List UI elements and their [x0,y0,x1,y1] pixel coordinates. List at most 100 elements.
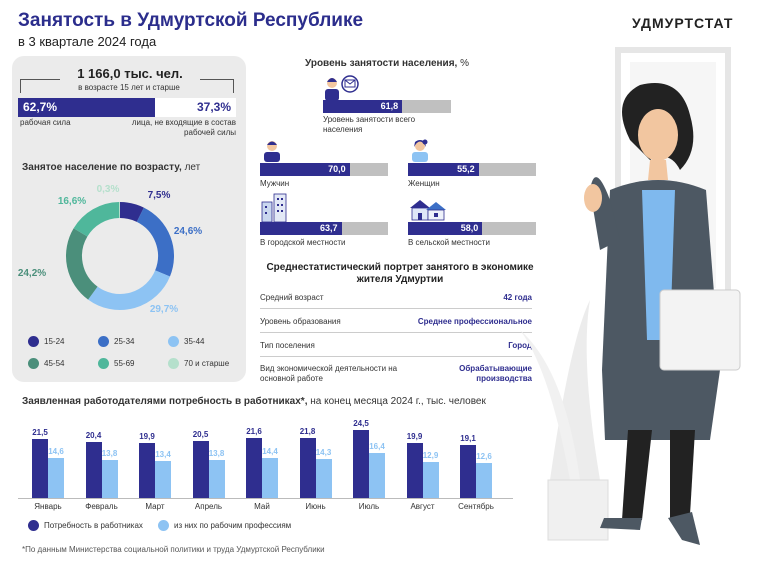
need-bar-label: 12,9 [422,451,439,461]
need-bar-label: 21,6 [246,427,262,437]
page-title: Занятость в Удмуртской Республике [18,10,364,31]
employment-label-rural: В сельской местности [408,238,490,247]
donut-slice-25-34 [136,207,174,277]
need-bar-label: 13,4 [155,450,171,460]
portrait-key: Вид экономической деятельности на основн… [260,364,398,383]
legend-dot [168,336,179,347]
employment-fill-total: 61,8 [323,100,403,113]
employment-label-men: Мужчин [260,179,290,188]
donut-label: 29,7% [150,304,178,315]
need-month-label: Сентябрь [458,502,494,511]
donut-label: 24,6% [174,226,202,237]
need-bar-label: 14,4 [262,447,278,457]
age-chart-title: Занятое население по возрасту, лет [22,162,200,173]
legend-dot [98,336,109,347]
folder [659,289,741,371]
need-bar-total [139,443,155,498]
need-month-label: Март [145,502,165,511]
need-bar-label: 20,4 [85,430,102,440]
plant-leaves-2 [520,330,580,480]
need-bar-label: 21,8 [299,426,316,436]
employment-value-total: 61,8 [380,101,399,111]
need-bar-label: 21,5 [32,427,48,437]
age-legend-item: 35-44 [168,336,204,347]
donut-label: 0,3% [97,184,120,195]
employment-label-urban: В городской местности [260,238,346,247]
legend-dot [98,358,109,369]
legend-label: 55-69 [114,359,135,368]
need-bar-total [460,445,476,498]
left-shoe [600,518,642,530]
workforce-bar: 62,7% [18,98,155,117]
man-icon [264,141,280,162]
need-legend-total: Потребность в работниках [28,520,143,531]
need-month-label: Февраль [85,502,118,511]
employment-value-men: 70,0 [328,164,346,174]
donut-label: 7,5% [148,190,171,201]
employment-bar-women: 55,2 [408,163,536,176]
employment-title-text: Уровень занятости населения, [305,58,458,69]
woman-illustration [520,47,741,545]
need-bar-label: 20,5 [192,430,209,440]
need-bar-total [32,438,48,498]
legend-label: из них по рабочим профессиям [174,521,292,530]
legend-label: 70 и старше [184,359,230,368]
age-legend-item: 70 и старше [168,358,229,369]
need-month-label: Май [254,502,270,511]
neck [648,160,668,180]
need-bar-workers [315,458,332,498]
need-bar-total [192,441,209,498]
employment-value-women: 55,2 [457,164,475,174]
need-bar-total [246,438,262,498]
legend-dot [28,520,39,531]
total-note: в возрасте 15 лет и старше [78,83,180,92]
left-leg [622,430,652,520]
need-bar-workers [208,459,225,498]
need-bar-label: 19,1 [460,434,476,444]
need-bar-total [299,437,316,498]
need-bar-workers [369,452,385,498]
need-x-axis [18,498,513,499]
need-bar-workers [476,463,492,498]
village-icon [410,200,446,221]
need-month-label: Апрель [194,502,223,511]
need-bar-total [406,443,423,498]
portrait-key: Тип поселения [260,340,315,350]
legend-label: Потребность в работниках [44,521,143,530]
portrait-key: Средний возраст [260,292,324,302]
need-bar-label: 19,9 [406,432,423,442]
need-bar-label: 16,4 [369,441,385,451]
donut-slice-55-69 [73,202,120,237]
outside-workforce-bar: 37,3% [155,98,236,117]
right-leg [670,430,695,520]
employment-bar-rural: 58,0 [408,222,536,235]
age-legend-item: 15-24 [28,336,64,347]
need-bar-workers [422,462,439,498]
employment-label-total: Уровень занятости всего населения [323,115,416,134]
need-bar-label: 13,8 [101,448,118,458]
legend-label: 15-24 [44,337,65,346]
need-bar-workers [155,461,171,498]
footnote: *По данным Министерства социальной полит… [22,545,325,554]
need-bar-total [85,441,102,498]
need-bar-label: 14,6 [48,446,64,456]
legend-dot [168,358,179,369]
legend-label: 45-54 [44,359,65,368]
portrait-value: 42 года [503,292,532,302]
donut-label: 24,2% [18,268,46,279]
need-chart-title: Заявленная работодателями потребность в … [22,396,486,407]
face [638,109,678,161]
need-legend-workers: из них по рабочим профессиям [158,520,291,531]
page-subtitle: в 3 квартале 2024 года [18,34,157,49]
age-legend-item: 45-54 [28,358,64,369]
need-bar-workers [48,457,64,498]
legend-label: 35-44 [184,337,205,346]
people-chat-icon [325,75,359,101]
employment-value-rural: 58,0 [460,223,479,233]
age-title-unit: лет [184,162,201,173]
portrait-value: Обрабатывающие производства [459,364,532,383]
donut-slice-15-24 [119,202,144,223]
city-icon [261,193,287,222]
employment-fill-urban: 63,7 [260,222,342,235]
employment-fill-men: 70,0 [260,163,350,176]
